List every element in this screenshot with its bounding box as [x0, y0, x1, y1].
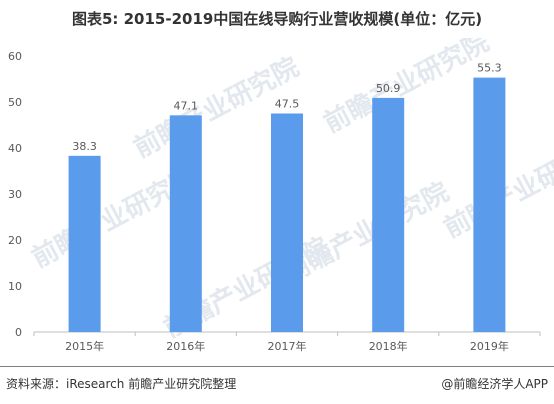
x-tick-label: 2015年 — [65, 339, 104, 353]
x-tick-label: 2017年 — [268, 339, 307, 353]
y-tick-label: 40 — [8, 142, 22, 155]
bar-value-label: 47.1 — [174, 99, 199, 112]
y-tick-label: 30 — [8, 188, 22, 201]
y-tick-label: 20 — [8, 234, 22, 247]
footer-divider — [0, 366, 554, 367]
source-note: 资料来源：iResearch 前瞻产业研究院整理 — [6, 377, 237, 391]
chart-area: 前瞻产业研究院前瞻产业研究院前瞻产业研究院前瞻产业研究院前瞻产业研究院前瞻产业研… — [0, 26, 554, 360]
bars — [68, 77, 506, 332]
chart-title: 图表5: 2015-2019中国在线导购行业营收规模(单位：亿元) — [71, 10, 483, 28]
watermark-text: 前瞻产业研究院 — [319, 38, 494, 139]
axes: 0 10 20 30 40 50 60 2015年 2016年 2017年 2018年 2019年 — [8, 50, 541, 353]
y-tick-label: 50 — [8, 96, 22, 109]
y-tick-label: 0 — [15, 326, 22, 339]
bar-chart: 前瞻产业研究院前瞻产业研究院前瞻产业研究院前瞻产业研究院前瞻产业研究院前瞻产业研… — [8, 26, 554, 353]
bar-value-label: 55.3 — [477, 62, 502, 75]
bar-value-label: 47.5 — [275, 98, 300, 111]
y-tick-label: 10 — [8, 280, 22, 293]
bar-value-label: 50.9 — [376, 82, 401, 95]
bar-2019年 — [473, 77, 506, 332]
bar-2018年 — [372, 97, 405, 332]
y-tick-label: 60 — [8, 50, 22, 63]
bar-2017年 — [271, 113, 303, 332]
bar-value-label: 38.3 — [72, 140, 97, 153]
value-labels: 38.3 47.1 47.5 50.9 55.3 — [72, 62, 501, 153]
bar-2015年 — [68, 155, 101, 332]
footer: 资料来源：iResearch 前瞻产业研究院整理 @前瞻经济学人APP — [0, 373, 554, 397]
bar-2016年 — [169, 115, 202, 332]
x-tick-label: 2018年 — [369, 339, 408, 353]
x-tick-label: 2019年 — [470, 339, 509, 353]
brand-credit: @前瞻经济学人APP — [441, 377, 548, 391]
x-tick-label: 2016年 — [166, 339, 205, 353]
